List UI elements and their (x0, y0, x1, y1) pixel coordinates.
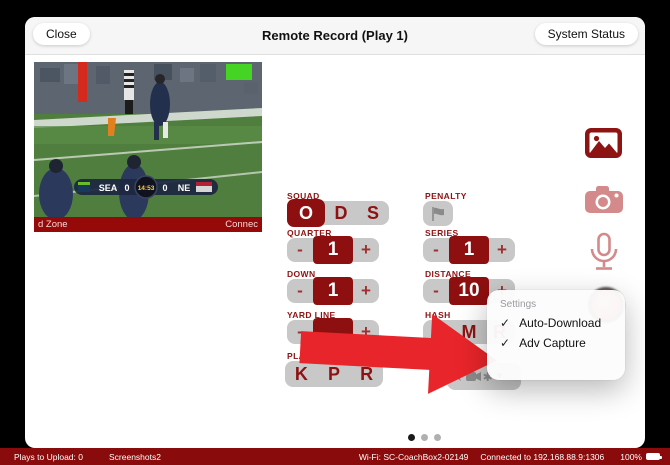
svg-text:0: 0 (162, 183, 167, 193)
settings-menu-header: Settings (500, 299, 537, 310)
quarter-stepper: - 1 + (287, 236, 379, 264)
battery-icon (646, 453, 662, 460)
camera-icon (585, 186, 623, 213)
battery-percent-label: 100% (620, 451, 642, 462)
menu-item-label: Adv Capture (519, 336, 586, 350)
microphone-icon (590, 232, 618, 270)
wifi-label: Wi-Fi: SC-CoachBox2-02149 (358, 451, 469, 462)
app-window: Close Remote Record (Play 1) System Stat… (25, 17, 645, 448)
squad-offense-button[interactable]: O (287, 199, 325, 227)
svg-text:SEA: SEA (99, 183, 118, 193)
microphone-button[interactable] (587, 232, 621, 279)
series-value: 1 (449, 236, 489, 264)
close-button[interactable]: Close (33, 23, 90, 45)
penalty-label: PENALTY (425, 191, 467, 201)
checkmark-icon: ✓ (500, 316, 511, 330)
quarter-value: 1 (313, 236, 353, 264)
status-bar: Plays to Upload: 0 Screenshots2 Wi-Fi: S… (0, 448, 670, 465)
page-title: Remote Record (Play 1) (262, 28, 408, 43)
photo-library-button[interactable] (585, 128, 622, 163)
menu-item-auto-download[interactable]: ✓ Auto-Download (487, 310, 625, 330)
video-thumbnail: SEA 0 14:53 0 NE (34, 62, 262, 220)
squad-label: SQUAD (287, 191, 320, 201)
image-icon (585, 128, 622, 158)
down-stepper: - 1 + (287, 277, 379, 305)
quarter-minus-button[interactable]: - (287, 238, 313, 262)
distance-label: DISTANCE (425, 269, 472, 279)
page-dot-2[interactable] (421, 434, 428, 441)
menu-item-label: Auto-Download (519, 316, 602, 330)
score-bug: SEA 0 14:53 0 NE (74, 175, 218, 199)
video-status-strip: d Zone Connec (34, 217, 262, 232)
distance-value: 10 (449, 277, 489, 305)
play-type-pass-button[interactable]: P (328, 363, 341, 384)
page-dot-1[interactable] (408, 434, 415, 441)
down-plus-button[interactable]: + (353, 279, 379, 303)
svg-text:0: 0 (124, 183, 129, 193)
quarter-label: QUARTER (287, 228, 332, 238)
video-zone-label: d Zone (38, 219, 68, 230)
series-label: SERIES (425, 228, 459, 238)
hash-label: HASH (425, 310, 451, 320)
camera-button[interactable] (584, 184, 624, 219)
screenshots-label: Screenshots2 (108, 451, 161, 462)
series-stepper: - 1 + (423, 236, 515, 264)
video-preview: SEA 0 14:53 0 NE d Zone Connec (34, 62, 262, 232)
squad-defense-button[interactable]: D (334, 202, 348, 223)
menu-item-adv-capture[interactable]: ✓ Adv Capture (487, 330, 625, 350)
distance-minus-button[interactable]: - (423, 279, 449, 303)
connected-label: Connected to 192.168.88.9:1306 (480, 451, 605, 462)
flag-icon (432, 206, 444, 221)
down-value: 1 (313, 277, 353, 305)
squad-segmented-control: O D S (287, 199, 389, 227)
video-connection-label: Connec (225, 219, 258, 230)
play-type-run-button[interactable]: R (360, 363, 374, 384)
annotation-arrow (299, 313, 497, 394)
system-status-button[interactable]: System Status (534, 23, 638, 45)
asterisk-icon[interactable]: ✱ (482, 369, 493, 384)
quarter-plus-button[interactable]: + (353, 238, 379, 262)
play-type-kick-button[interactable]: K (294, 363, 308, 384)
yard-line-label: YARD LINE (287, 310, 336, 320)
hash-middle-button[interactable]: M (461, 321, 477, 342)
down-minus-button[interactable]: - (287, 279, 313, 303)
page-dot-3[interactable] (434, 434, 441, 441)
series-plus-button[interactable]: + (489, 238, 515, 262)
plays-to-upload-label: Plays to Upload: 0 (14, 451, 83, 462)
series-minus-button[interactable]: - (423, 238, 449, 262)
down-label: DOWN (287, 269, 316, 279)
squad-special-button[interactable]: S (366, 202, 379, 223)
svg-text:NE: NE (178, 183, 191, 193)
penalty-flag-button[interactable] (423, 201, 453, 226)
settings-menu: Settings ✓ Auto-Download ✓ Adv Capture (487, 290, 625, 380)
checkmark-icon: ✓ (500, 336, 511, 350)
svg-text:14:53: 14:53 (138, 185, 155, 192)
